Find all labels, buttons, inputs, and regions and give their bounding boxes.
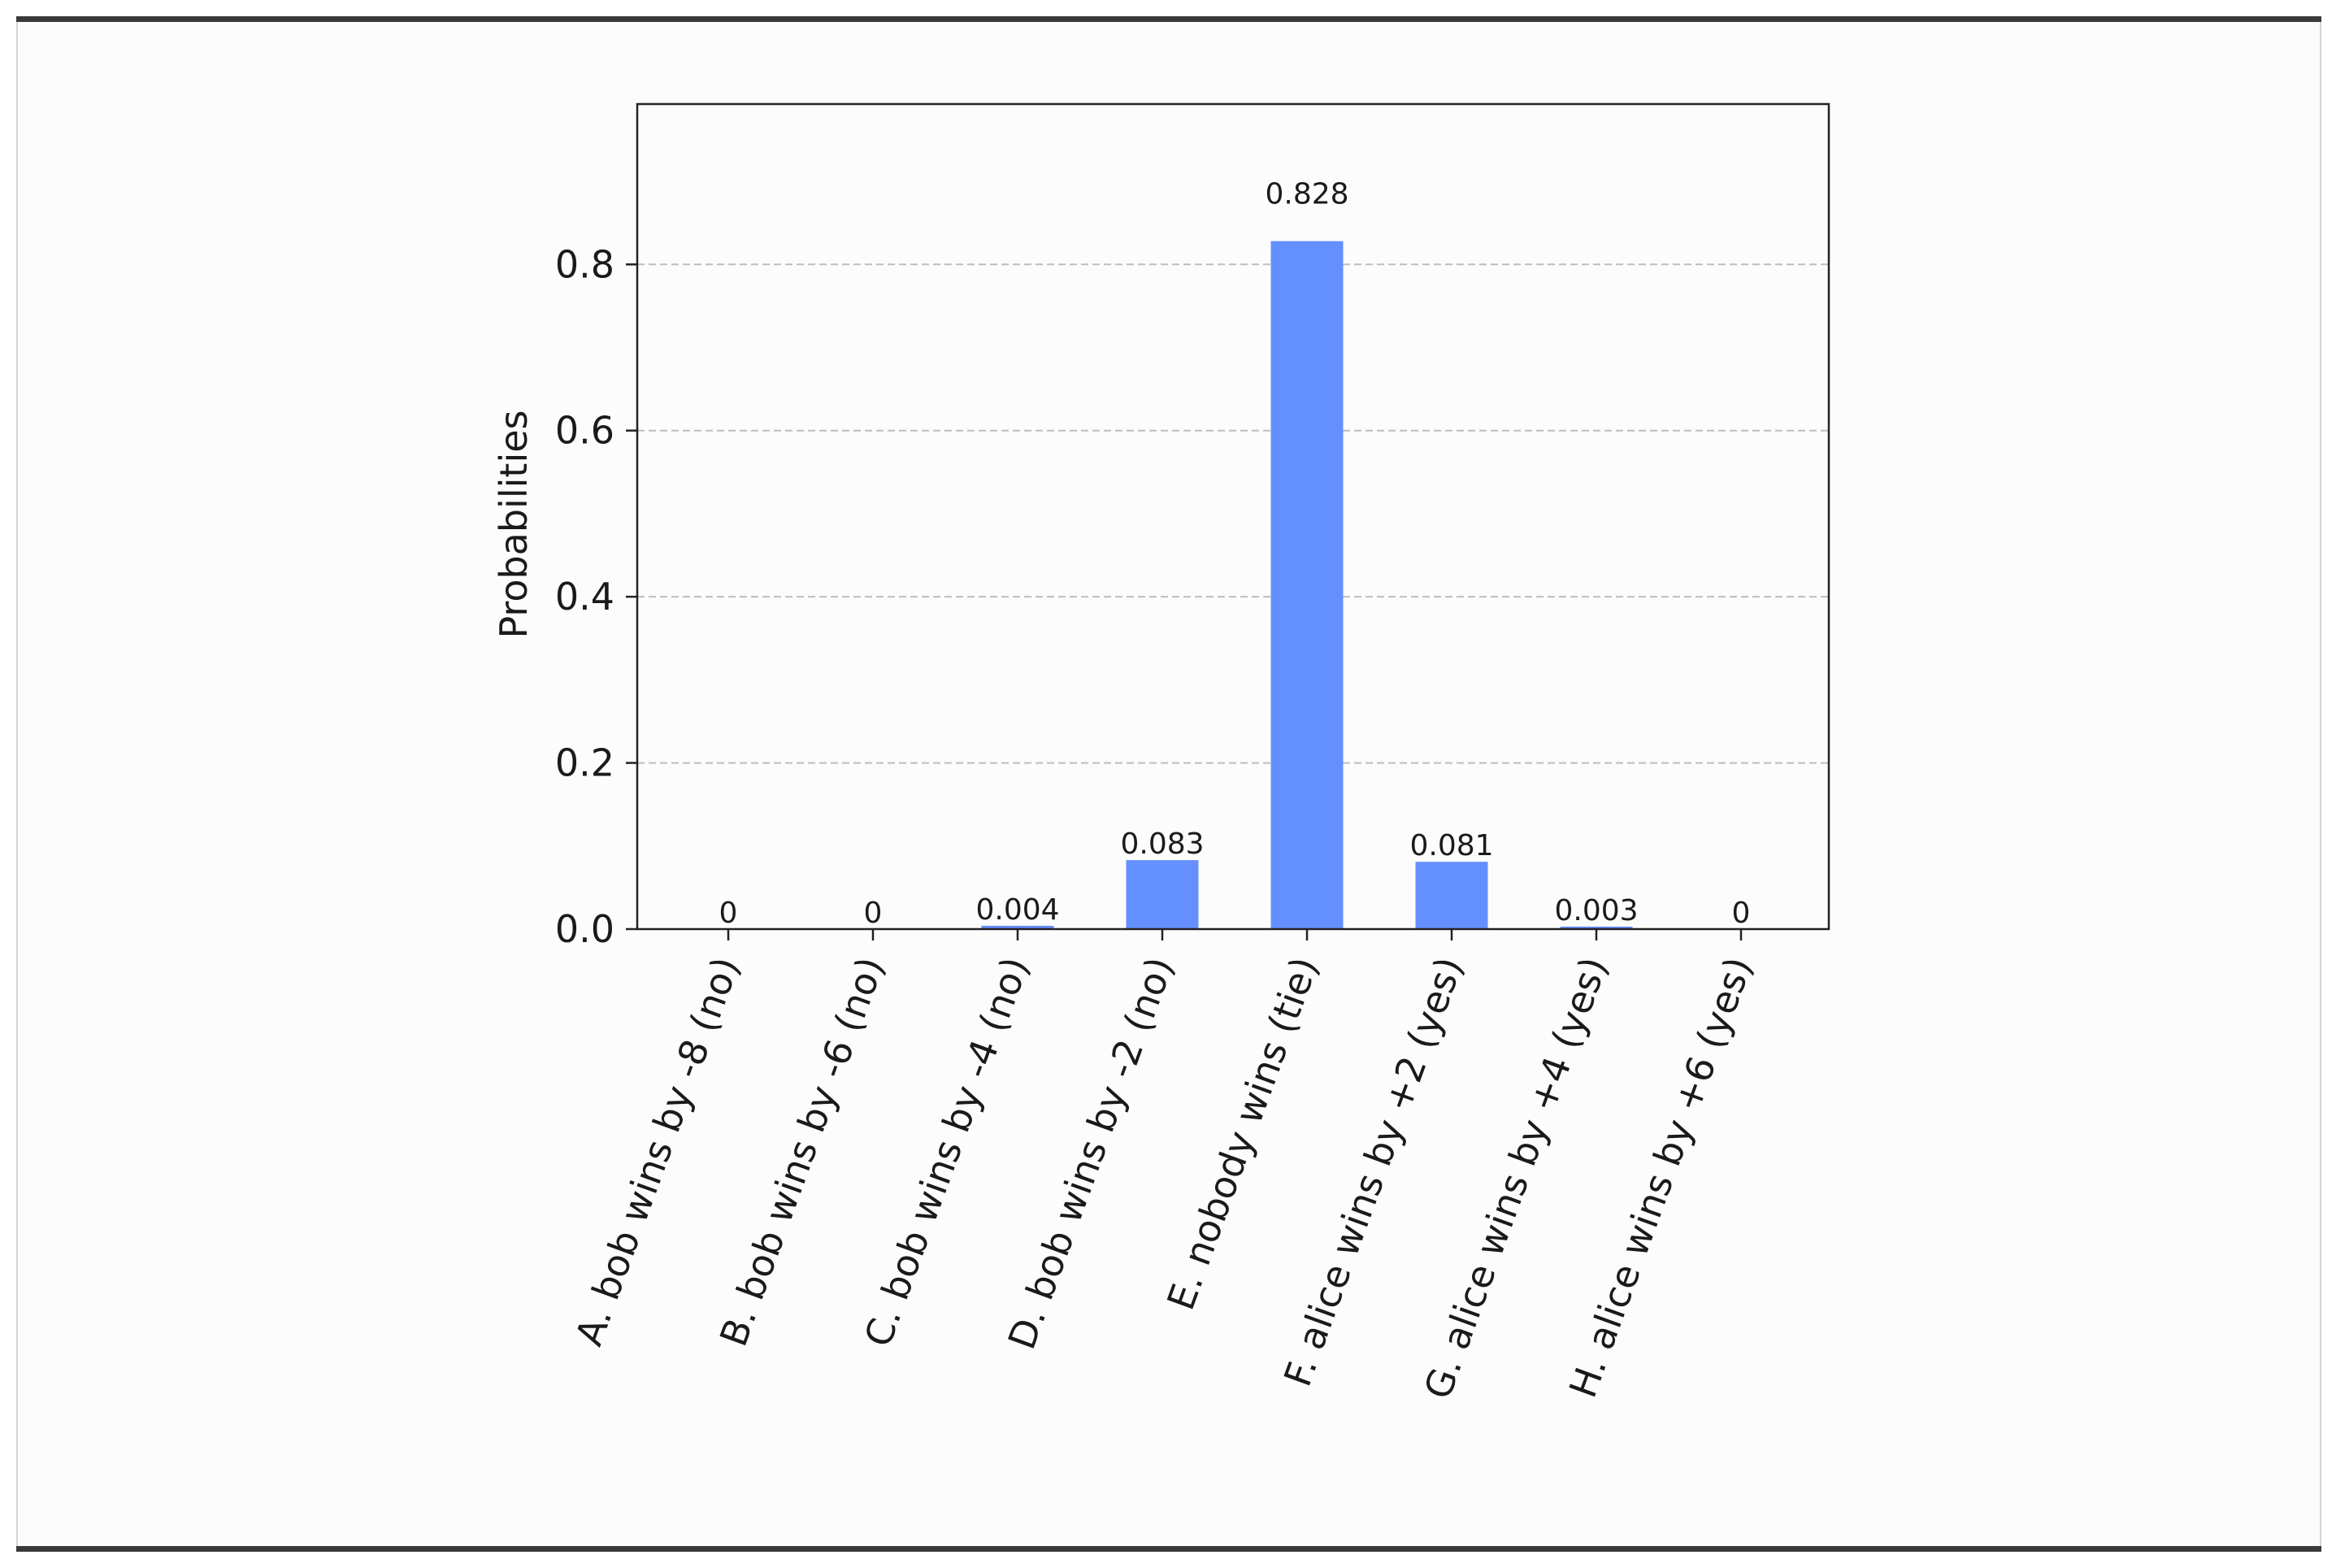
bar xyxy=(1560,926,1633,929)
bar xyxy=(1415,862,1488,929)
bar xyxy=(981,925,1054,929)
data-label: 0.081 xyxy=(1409,829,1493,862)
plot-area xyxy=(636,102,1830,931)
data-label: 0.828 xyxy=(1265,178,1348,211)
top-border xyxy=(16,16,2321,22)
bar xyxy=(1270,241,1344,929)
x-tick-label: C. bob wins by -4 (no) xyxy=(856,951,1038,1352)
y-axis-label: Probabilities xyxy=(492,410,536,639)
y-tick-label: 0.2 xyxy=(555,741,614,785)
data-label: 0 xyxy=(719,897,738,930)
bottom-border xyxy=(16,1546,2321,1552)
bars xyxy=(981,241,1633,929)
data-label: 0.003 xyxy=(1554,894,1638,927)
y-tick-label: 0.0 xyxy=(555,907,614,951)
y-tick-label: 0.4 xyxy=(555,575,614,619)
y-axis-ticks: 0.0 0.2 0.4 0.6 0.8 xyxy=(555,242,637,951)
x-tick-label: A. bob wins by -8 (no) xyxy=(567,951,748,1351)
x-tick-label: D. bob wins by -2 (no) xyxy=(1000,951,1183,1354)
data-labels: 0 0 0.004 0.083 0.828 0.081 0.003 0 xyxy=(719,178,1751,930)
x-axis-ticks: A. bob wins by -8 (no)B. bob wins by -6 … xyxy=(567,929,1761,1405)
grid-lines xyxy=(637,263,1829,764)
figure-frame xyxy=(16,16,2321,1550)
data-label: 0 xyxy=(1732,897,1751,930)
y-tick-label: 0.6 xyxy=(555,409,614,453)
y-tick-label: 0.8 xyxy=(555,242,614,286)
data-label: 0 xyxy=(864,897,883,930)
x-tick-label: B. bob wins by -6 (no) xyxy=(711,951,892,1352)
bar xyxy=(1126,860,1199,929)
data-label: 0.083 xyxy=(1120,827,1204,861)
data-label: 0.004 xyxy=(975,893,1059,927)
x-tick-label: E. nobody wins (tie) xyxy=(1158,951,1326,1315)
